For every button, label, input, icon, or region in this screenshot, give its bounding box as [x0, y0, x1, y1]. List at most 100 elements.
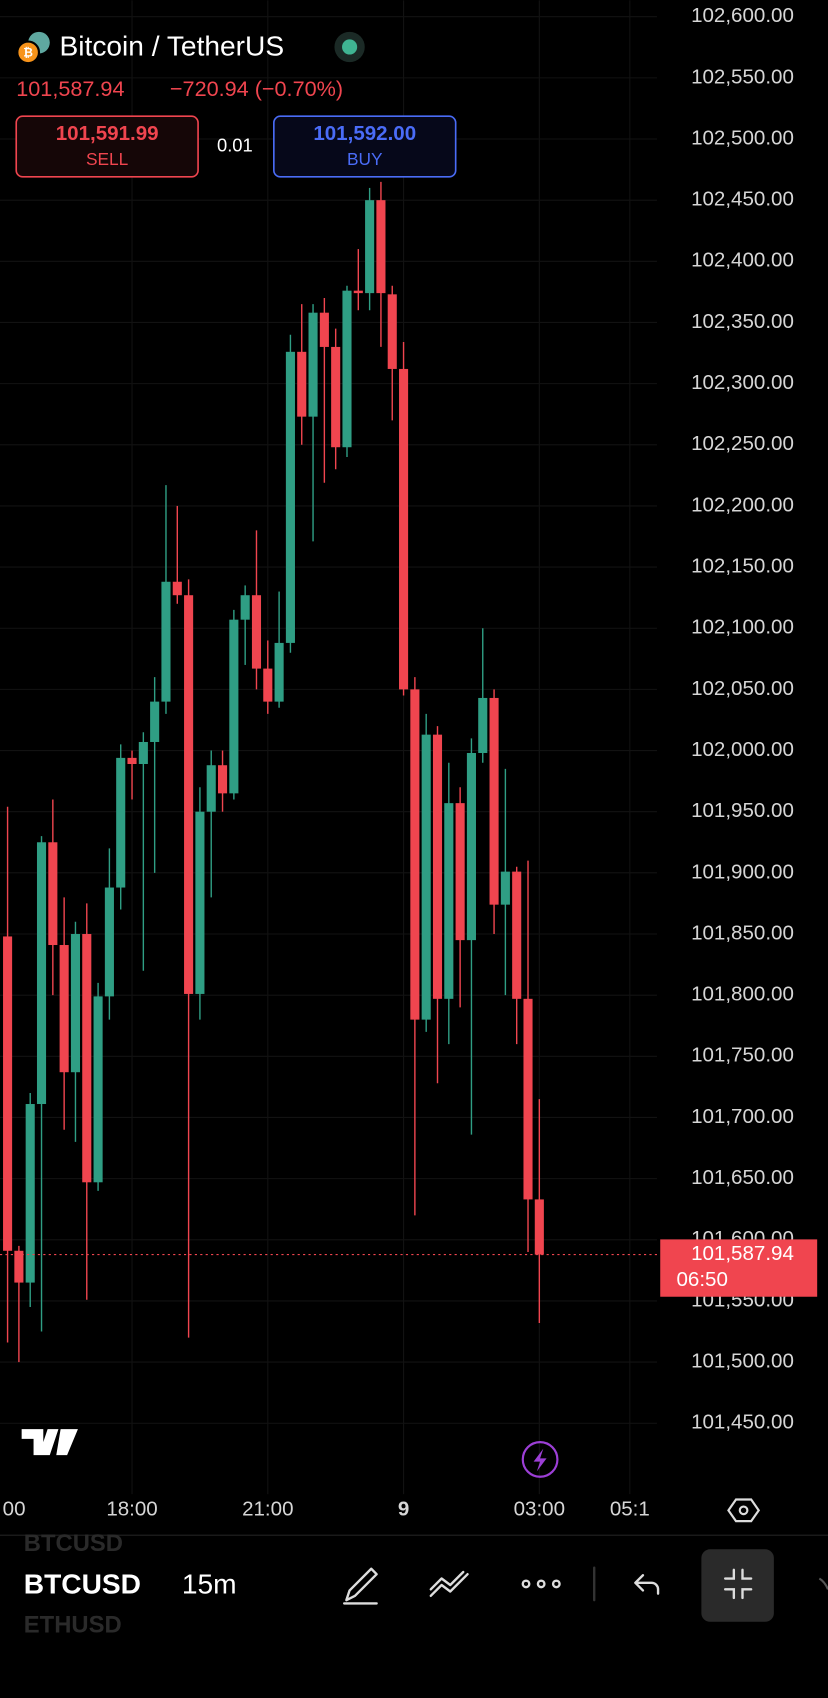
candle-body [285, 351, 295, 643]
y-tick-label: 102,450.00 [691, 188, 794, 211]
status-dot [342, 39, 358, 55]
candle-body [217, 765, 228, 794]
candle-body [478, 697, 488, 753]
candle-body [48, 842, 58, 946]
more-dot [551, 1579, 561, 1589]
x-tick-label: 00 [3, 1498, 26, 1521]
candle-body [489, 697, 499, 905]
candle-body [353, 290, 363, 294]
compress-icon [723, 1568, 753, 1600]
y-tick-label: 102,600.00 [691, 4, 794, 27]
x-tick-label: 21:00 [242, 1498, 293, 1521]
y-tick-label: 102,000.00 [691, 738, 794, 761]
y-tick-label: 102,350.00 [691, 310, 794, 333]
toolbar-interval[interactable]: 15m [182, 1569, 237, 1600]
y-tick-label: 101,800.00 [691, 983, 794, 1006]
y-tick-label: 102,550.00 [691, 65, 794, 88]
lightning-button[interactable] [521, 1441, 559, 1478]
edge-icon [818, 1577, 828, 1590]
candle-body [534, 1199, 544, 1255]
sell-label: SELL [86, 149, 129, 169]
more-button[interactable] [521, 1579, 531, 1589]
candle-body [138, 741, 148, 764]
bitcoin-icon [16, 40, 41, 65]
candle-body [93, 996, 103, 1183]
next-symbol[interactable]: ETHUSD [24, 1611, 122, 1638]
candle-body [116, 757, 126, 888]
settings-center [738, 1505, 749, 1516]
candle-body [240, 595, 250, 620]
y-tick-label: 101,750.00 [691, 1044, 794, 1067]
candle-body [342, 290, 352, 448]
symbol-title[interactable]: Bitcoin / TetherUS [60, 30, 285, 61]
candle-body [387, 294, 397, 369]
candle-body [184, 595, 194, 994]
candle-body [229, 619, 239, 794]
lightning-icon [533, 1448, 547, 1472]
candle-body [195, 811, 205, 994]
y-tick-label: 102,100.00 [691, 616, 794, 639]
y-tick-label: 102,500.00 [691, 126, 794, 149]
y-tick-label: 102,300.00 [691, 371, 794, 394]
candle-body [399, 368, 409, 690]
candle-body [512, 871, 522, 999]
x-tick-label: 03:00 [514, 1498, 565, 1521]
last-price-label: 101,587.94 [691, 1242, 794, 1265]
quantity[interactable]: 0.01 [217, 134, 253, 155]
bitcoin-glyph: ₿ [23, 46, 33, 60]
candle-body [523, 998, 533, 1200]
candle-body [127, 757, 137, 764]
candle-body [206, 765, 216, 812]
symbol-fade-edge [146, 1559, 160, 1614]
drawings-button[interactable] [429, 1570, 469, 1598]
header: ₿ Bitcoin / TetherUS 101,587.94 −720.94 … [15, 30, 457, 178]
y-tick-label: 101,500.00 [691, 1350, 794, 1373]
candle-body [455, 803, 465, 941]
countdown: 06:50 [676, 1268, 727, 1291]
settings-button[interactable] [727, 1498, 761, 1523]
prev-symbol[interactable]: BTCUSD [24, 1530, 123, 1557]
sell-button[interactable] [15, 115, 199, 178]
candle-body [432, 734, 443, 999]
y-tick-label: 101,850.00 [691, 921, 794, 944]
candle-body [161, 581, 171, 702]
x-tick-label: 9 [398, 1498, 409, 1521]
more-dot [536, 1579, 546, 1589]
sell-price: 101,591.99 [56, 122, 159, 145]
candle-body [104, 887, 114, 997]
candle-body [319, 312, 329, 347]
candle-body [59, 945, 69, 1073]
candle-body [70, 934, 81, 1073]
candle-body [444, 803, 454, 999]
candle-body [365, 200, 375, 294]
price-axis: 102,600.00 102,550.00 102,500.00 102,450.00… [3, 4, 818, 1521]
candle-body [331, 346, 341, 448]
candle-body [36, 842, 47, 1105]
candle-body [274, 642, 284, 702]
fullscreen-button[interactable] [701, 1549, 774, 1622]
buy-label: BUY [347, 149, 383, 169]
candle-body [297, 351, 307, 417]
y-tick-label: 102,150.00 [691, 555, 794, 578]
last-price-tag [660, 1239, 818, 1297]
buy-button[interactable] [273, 115, 457, 178]
candle-body [3, 936, 13, 1251]
y-tick-label: 102,250.00 [691, 432, 794, 455]
candle-body [82, 934, 92, 1183]
y-tick-label: 101,650.00 [691, 1166, 794, 1189]
candle-body [25, 1104, 35, 1283]
undo-button[interactable] [634, 1574, 660, 1595]
y-tick-label: 101,900.00 [691, 860, 794, 883]
candle-body [421, 734, 431, 1020]
candle-body [263, 668, 273, 702]
tradingview-logo [21, 1429, 78, 1456]
toolbar-symbol[interactable]: BTCUSD [24, 1569, 141, 1600]
y-tick-label: 102,200.00 [691, 493, 794, 516]
candle-body [308, 312, 318, 417]
last-price: 101,587.94 [16, 76, 124, 101]
candle-body [500, 871, 510, 905]
draw-button[interactable] [342, 1567, 378, 1605]
y-tick-label: 102,050.00 [691, 677, 794, 700]
